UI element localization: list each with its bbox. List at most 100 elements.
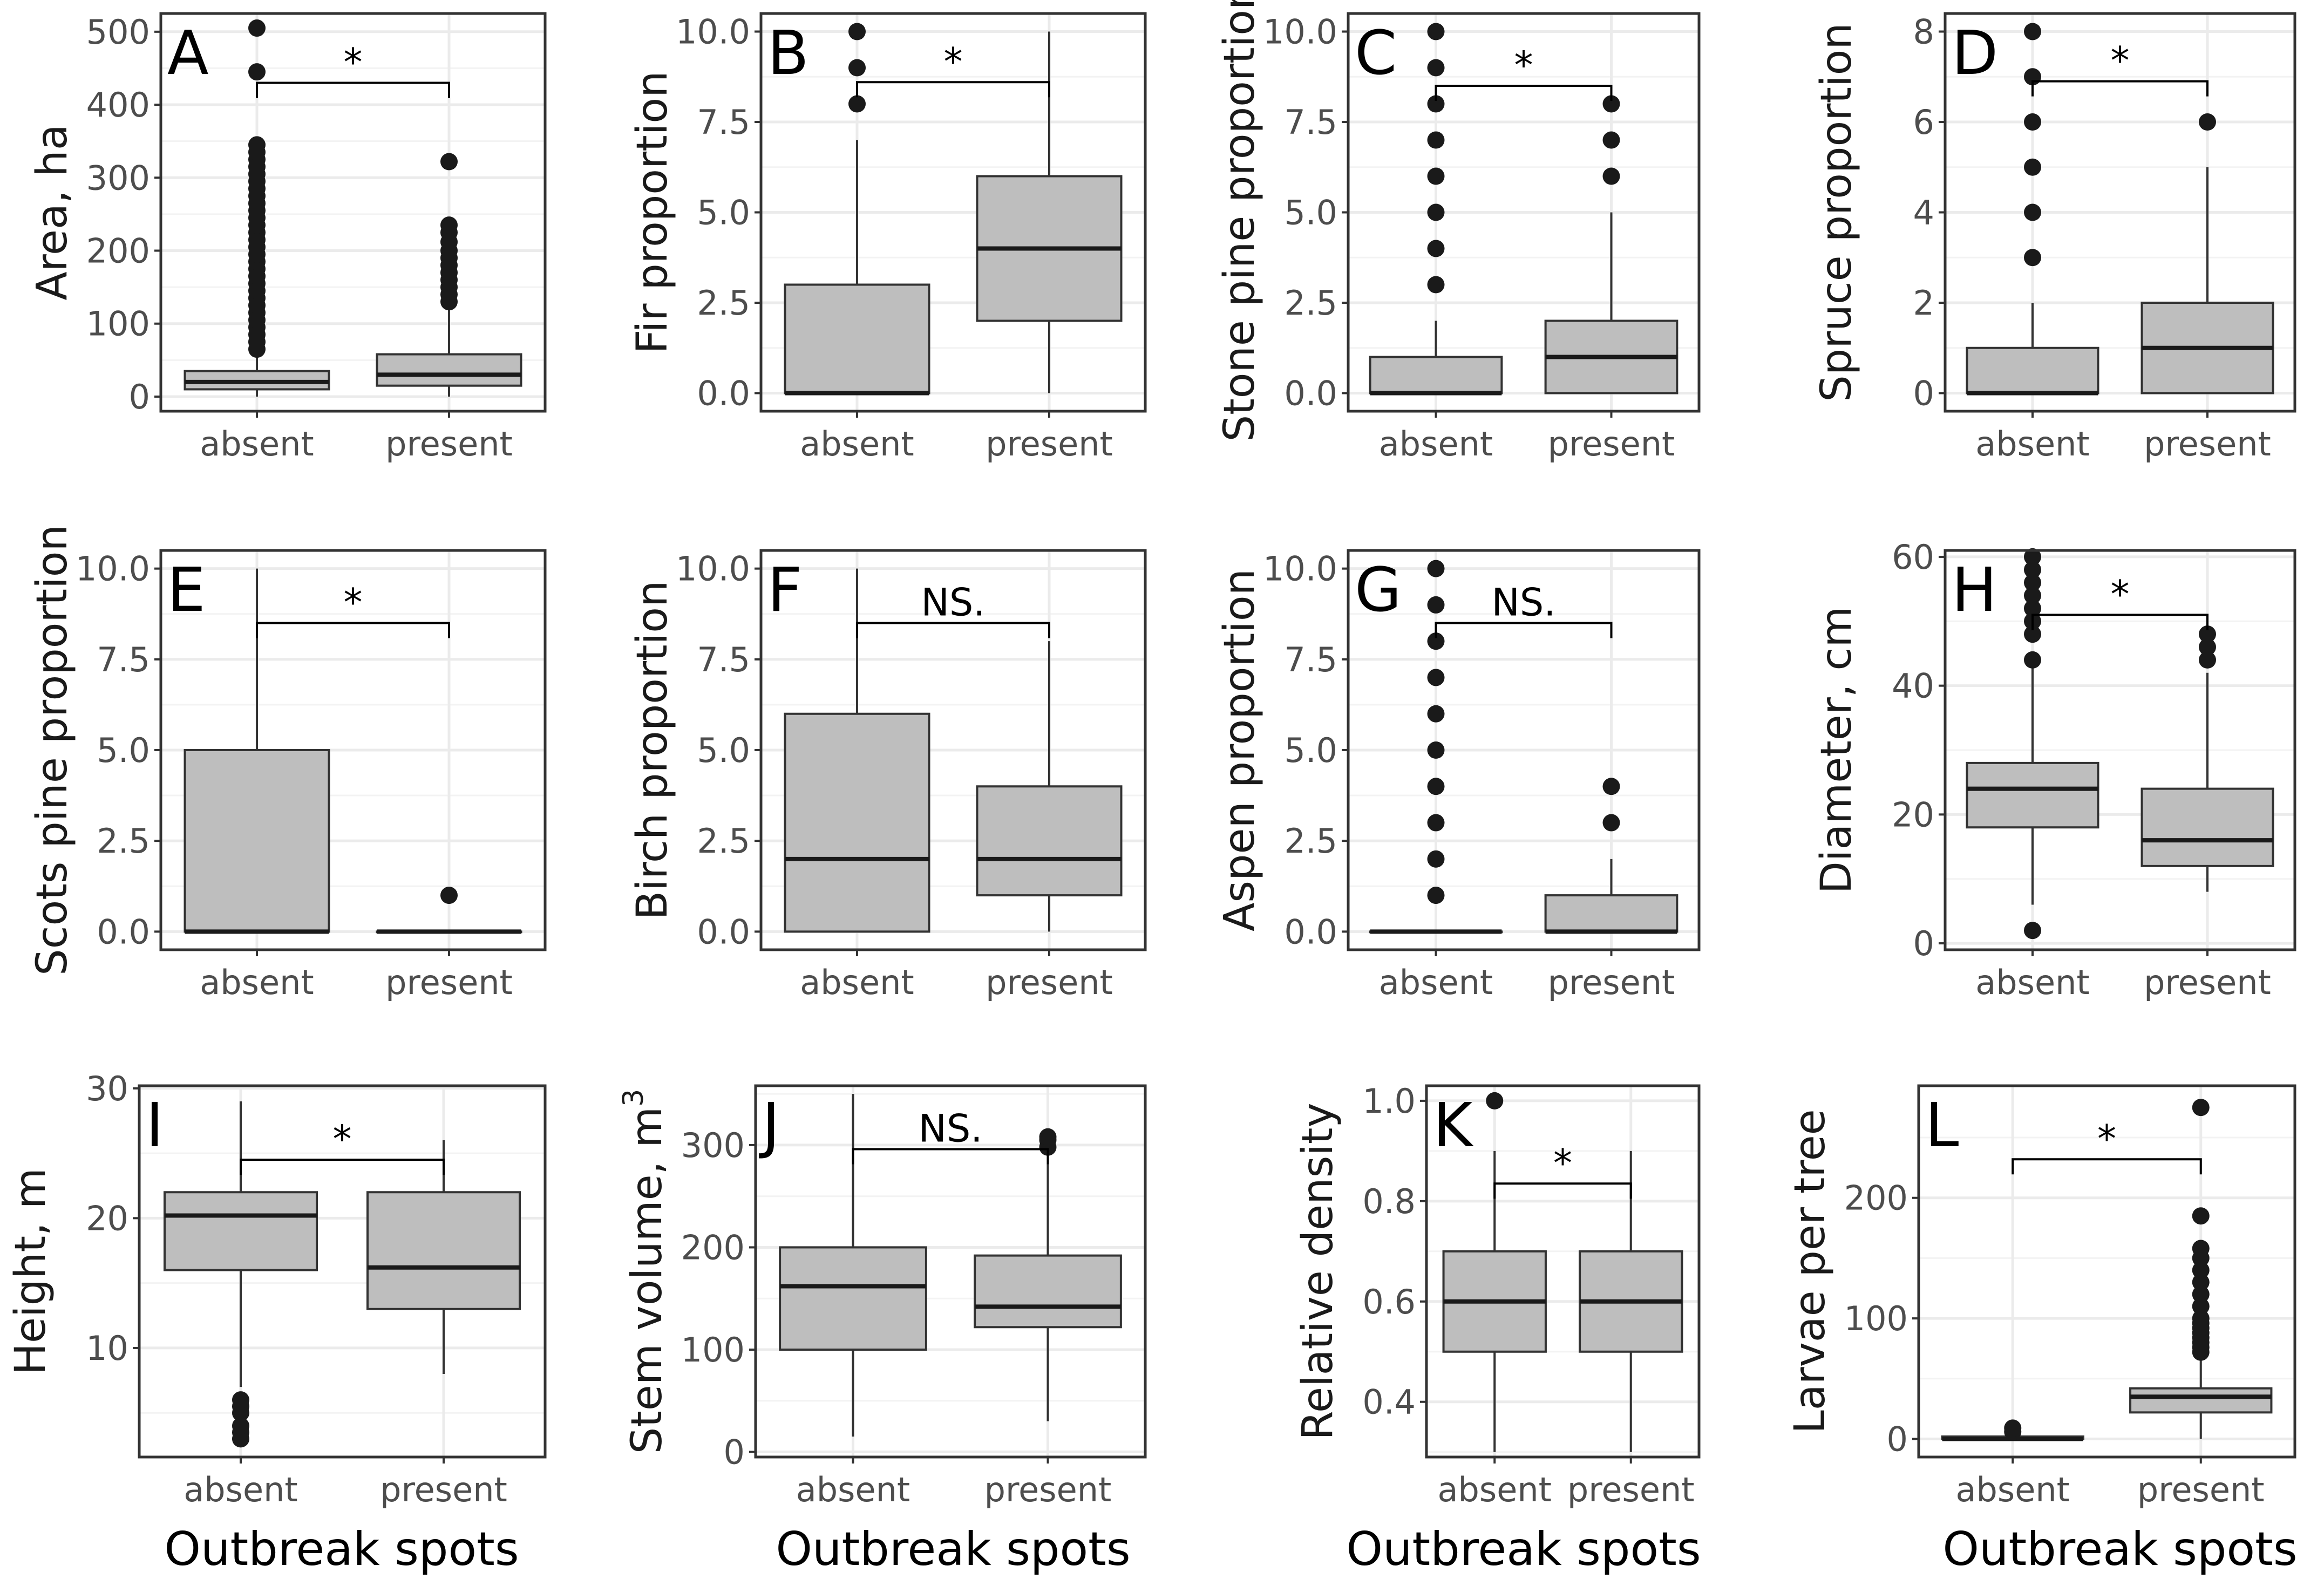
x-tick-label: present: [986, 963, 1113, 1002]
panel-border: [159, 549, 547, 951]
outlier-point: [1427, 850, 1445, 868]
significance-label: *: [944, 39, 963, 84]
outlier-point: [1427, 887, 1445, 904]
y-tick-label: 300: [86, 158, 150, 198]
box-absent: [1442, 1092, 1547, 1452]
outlier-point: [848, 23, 866, 40]
outlier-point: [2192, 1261, 2210, 1279]
box-absent: [784, 23, 930, 396]
significance-bracket: *: [1435, 43, 1613, 101]
y-tick-label: 10.0: [76, 549, 150, 589]
outlier-point: [440, 887, 458, 904]
panel-letter: K: [1433, 1091, 1474, 1161]
y-tick-label: 7.5: [97, 640, 150, 679]
panel-letter: D: [1952, 18, 1998, 89]
panel-letter: C: [1355, 18, 1397, 89]
y-axis-title: Spruce proportion: [1812, 23, 1861, 402]
bracket-line: [2031, 80, 2209, 97]
box-present: [1544, 778, 1679, 934]
y-tick-label: 7.5: [1284, 103, 1337, 142]
panel-background: [161, 13, 545, 411]
box-absent: [1966, 23, 2099, 396]
y-tick-label: 2.5: [1284, 283, 1337, 323]
outlier-point: [1427, 167, 1445, 185]
outlier-point: [1602, 778, 1620, 795]
y-tick-label: 5.0: [1284, 731, 1337, 770]
outlier-point: [1427, 203, 1445, 221]
bracket-line: [2031, 614, 2209, 630]
y-tick-label: 0.0: [97, 912, 150, 951]
significance-label: *: [333, 1117, 352, 1161]
panel-letter: F: [767, 555, 802, 625]
outlier-point: [1486, 1092, 1504, 1109]
box-absent: [184, 19, 330, 397]
y-axis-title: Birch proportion: [628, 581, 677, 920]
x-tick-label: present: [385, 963, 513, 1002]
outlier-point: [848, 95, 866, 113]
iqr-box: [976, 785, 1123, 897]
panel-border: [1425, 1084, 1701, 1459]
y-tick-label: 0: [1913, 374, 1934, 413]
y-tick-label: 0.0: [697, 374, 750, 413]
y-tick-label: 0.0: [1284, 912, 1337, 951]
x-tick-label: absent: [1975, 424, 2089, 464]
outlier-point: [2024, 158, 2041, 176]
y-tick-label: 0: [129, 377, 150, 417]
panel-letter: J: [759, 1091, 780, 1161]
y-tick-label: 7.5: [1284, 640, 1337, 679]
box-present: [1579, 1151, 1683, 1452]
x-tick-label: absent: [1379, 963, 1493, 1002]
y-tick-label: 100: [1844, 1299, 1908, 1338]
y-axis-title: Stem volume, m3: [617, 1089, 671, 1454]
y-tick-label: 20: [1892, 795, 1934, 834]
y-tick-label: 300: [681, 1126, 745, 1165]
significance-label: *: [2111, 572, 2130, 616]
outlier-point: [2024, 600, 2041, 617]
box-present: [366, 1140, 521, 1374]
significance-bracket: *: [240, 1117, 445, 1175]
outlier-point: [1427, 705, 1445, 723]
y-tick-label: 10.0: [676, 549, 750, 589]
y-tick-label: 400: [86, 85, 150, 125]
x-tick-label: present: [2144, 424, 2271, 464]
x-tick-label: present: [1548, 963, 1675, 1002]
outlier-point: [2192, 1240, 2210, 1257]
significance-bracket: *: [256, 581, 450, 638]
y-tick-label: 60: [1892, 537, 1934, 577]
panel-border: [1917, 1084, 2296, 1459]
outlier-point: [848, 59, 866, 77]
significance-bracket: NS.: [852, 1107, 1049, 1165]
significance-bracket: *: [2012, 1117, 2202, 1175]
bracket-line: [2012, 1158, 2202, 1175]
outlier-point: [2024, 922, 2041, 940]
iqr-box: [1544, 894, 1679, 933]
iqr-box: [784, 712, 930, 933]
outlier-point: [248, 19, 266, 37]
panel-border: [159, 12, 547, 413]
bracket-line: [256, 81, 450, 98]
significance-label: *: [1514, 43, 1533, 87]
y-tick-label: 10.0: [1263, 12, 1337, 52]
panel-letter: A: [167, 18, 209, 89]
outlier-point: [1427, 778, 1445, 795]
panel-letter: L: [1925, 1091, 1959, 1161]
iqr-box: [784, 283, 930, 394]
y-tick-label: 0: [1913, 924, 1934, 963]
outlier-point: [2192, 1310, 2210, 1328]
x-tick-label: absent: [800, 424, 914, 464]
y-axis-title: Relative density: [1294, 1102, 1342, 1440]
panel-border: [759, 12, 1147, 413]
y-axis-title: Larvae per tree: [1786, 1109, 1834, 1433]
outlier-point: [2024, 249, 2041, 267]
y-tick-label: 7.5: [697, 640, 750, 679]
y-tick-label: 6: [1913, 103, 1934, 142]
significance-label: NS.: [918, 1107, 982, 1151]
box-present: [976, 641, 1123, 932]
x-tick-label: present: [1567, 1470, 1695, 1509]
x-tick-label: absent: [796, 1470, 910, 1509]
outlier-point: [2024, 561, 2041, 578]
x-axis-title-col3: Outbreak spots: [1346, 1522, 1701, 1576]
